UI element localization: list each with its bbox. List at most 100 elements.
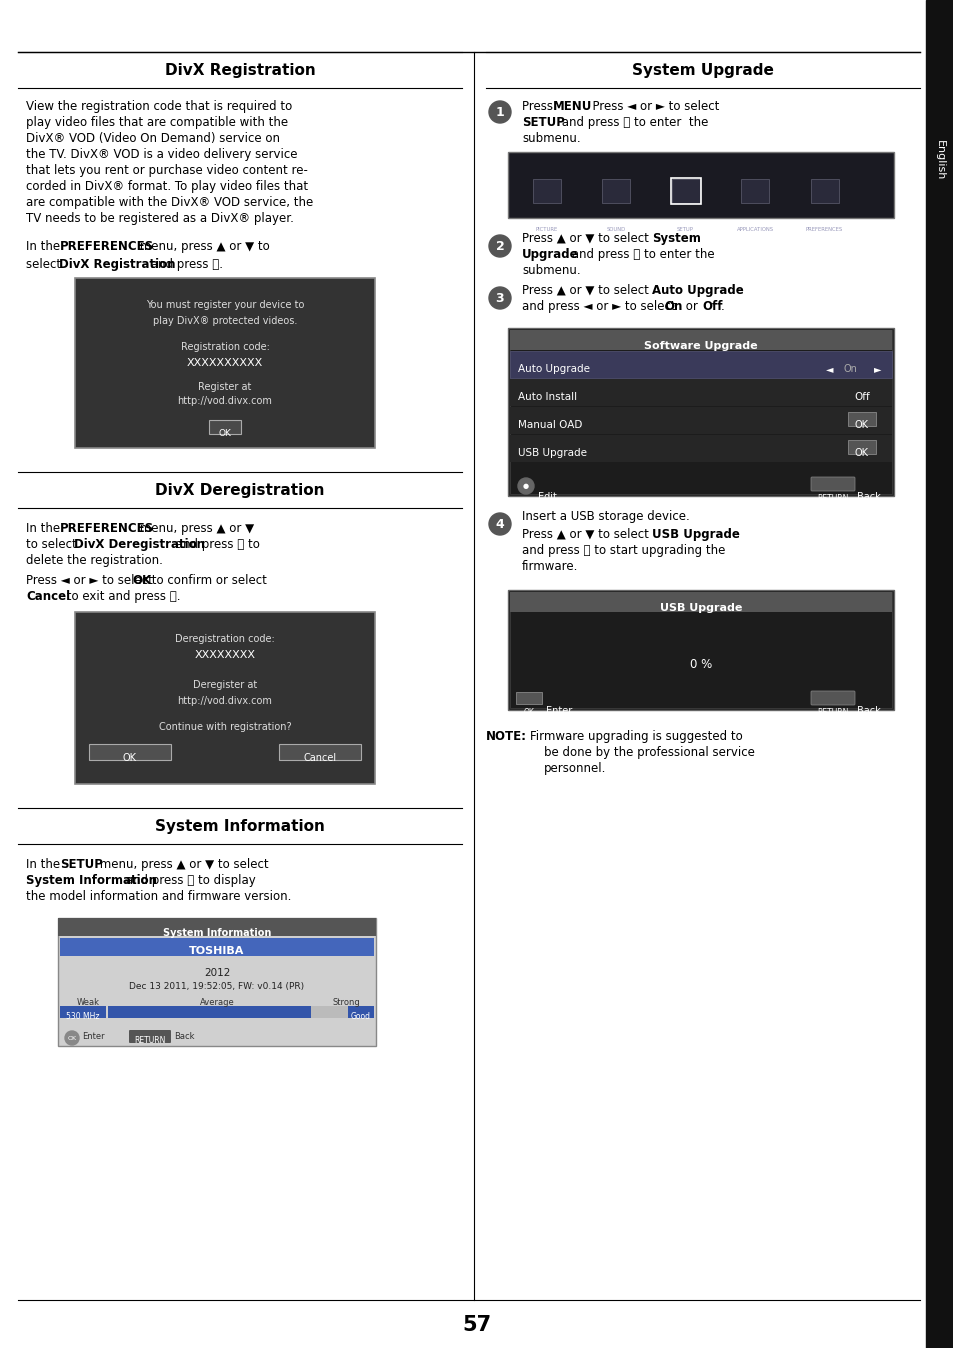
Text: Enter: Enter — [545, 706, 572, 716]
FancyBboxPatch shape — [810, 477, 854, 491]
Bar — [510, 435, 891, 462]
Text: System: System — [651, 232, 700, 245]
Text: XXXXXXXX: XXXXXXXX — [194, 650, 255, 661]
Text: Off: Off — [701, 301, 721, 313]
Text: Off: Off — [853, 392, 869, 402]
Text: .: . — [720, 301, 724, 313]
Text: 3: 3 — [496, 291, 504, 305]
Text: PREFERENCES: PREFERENCES — [60, 522, 154, 535]
Text: 2: 2 — [496, 240, 504, 252]
Text: Average: Average — [199, 998, 234, 1007]
Text: OK: OK — [854, 421, 868, 430]
Bar — [740, 179, 768, 204]
Text: RETURN: RETURN — [134, 1037, 166, 1045]
Text: Enter: Enter — [82, 1033, 105, 1041]
Text: corded in DivX® format. To play video files that: corded in DivX® format. To play video fi… — [26, 181, 308, 193]
Text: and press ⒪ to: and press ⒪ to — [172, 538, 259, 551]
Text: OK: OK — [132, 574, 151, 586]
Text: Auto Upgrade: Auto Upgrade — [517, 364, 589, 373]
Text: Deregister at: Deregister at — [193, 679, 257, 690]
Text: RETURN: RETURN — [817, 708, 848, 717]
Text: DivX Deregistration: DivX Deregistration — [155, 483, 324, 497]
Text: select: select — [26, 257, 65, 271]
Text: On: On — [843, 364, 857, 373]
Text: SETUP: SETUP — [677, 226, 693, 232]
Text: MENU: MENU — [553, 100, 592, 113]
Text: Cancel: Cancel — [26, 590, 71, 603]
Text: In the: In the — [26, 240, 64, 253]
Bar — [507, 152, 893, 218]
Text: PICTURE: PICTURE — [535, 226, 558, 232]
Bar — [670, 178, 700, 204]
Text: that lets you rent or purchase video content re-: that lets you rent or purchase video con… — [26, 164, 308, 177]
Text: Deregistration code:: Deregistration code: — [175, 634, 274, 644]
FancyBboxPatch shape — [810, 692, 854, 705]
Text: Good: Good — [351, 1012, 371, 1020]
Text: Back: Back — [856, 706, 880, 716]
Text: DivX Registration: DivX Registration — [165, 62, 315, 77]
Text: Software Upgrade: Software Upgrade — [643, 341, 757, 350]
Text: OK: OK — [123, 754, 137, 763]
Text: Back: Back — [856, 492, 880, 501]
Text: Firmware upgrading is suggested to: Firmware upgrading is suggested to — [530, 731, 742, 743]
Bar — [601, 179, 629, 204]
Circle shape — [489, 287, 511, 309]
Bar — [510, 350, 891, 377]
Text: the model information and firmware version.: the model information and firmware versi… — [26, 890, 291, 903]
Bar — [89, 744, 171, 760]
Bar — [847, 412, 875, 426]
Text: Edit: Edit — [537, 492, 557, 501]
Text: Press ◄ or ► to select: Press ◄ or ► to select — [26, 574, 156, 586]
Text: System Information: System Information — [26, 874, 157, 887]
Text: 0 %: 0 % — [689, 658, 711, 671]
Text: and press ⒪ to display: and press ⒪ to display — [122, 874, 255, 887]
Text: SOUND: SOUND — [606, 226, 625, 232]
Text: menu, press ▲ or ▼ to: menu, press ▲ or ▼ to — [136, 240, 270, 253]
Text: 1: 1 — [496, 105, 504, 119]
Bar — [925, 0, 953, 1348]
FancyBboxPatch shape — [129, 1030, 171, 1043]
Text: firmware.: firmware. — [521, 559, 578, 573]
Text: You must register your device to: You must register your device to — [146, 301, 304, 310]
Text: PREFERENCES: PREFERENCES — [805, 226, 842, 232]
Text: Auto Upgrade: Auto Upgrade — [651, 284, 743, 297]
Circle shape — [489, 101, 511, 123]
Text: SETUP: SETUP — [521, 116, 564, 129]
Bar — [75, 612, 375, 785]
Text: ►: ► — [873, 364, 881, 373]
Text: DivX Deregistration: DivX Deregistration — [74, 538, 205, 551]
Text: Press ▲ or ▼ to select: Press ▲ or ▼ to select — [521, 528, 652, 541]
Text: Press ▲ or ▼ to select: Press ▲ or ▼ to select — [521, 284, 652, 297]
Bar — [60, 1006, 106, 1018]
Text: USB Upgrade: USB Upgrade — [517, 448, 586, 458]
Text: System Upgrade: System Upgrade — [632, 62, 773, 77]
Text: or: or — [681, 301, 700, 313]
Text: to select: to select — [26, 538, 80, 551]
Text: Press: Press — [521, 100, 557, 113]
Text: to confirm or select: to confirm or select — [148, 574, 267, 586]
Bar — [810, 179, 838, 204]
Text: the TV. DivX® VOD is a video delivery service: the TV. DivX® VOD is a video delivery se… — [26, 148, 297, 160]
Text: Dec 13 2011, 19:52:05, FW: v0.14 (PR): Dec 13 2011, 19:52:05, FW: v0.14 (PR) — [130, 981, 304, 991]
Text: submenu.: submenu. — [521, 264, 580, 276]
Text: 4: 4 — [496, 518, 504, 531]
Text: USB Upgrade: USB Upgrade — [651, 528, 740, 541]
Bar — [58, 918, 375, 1046]
Text: Cancel: Cancel — [303, 754, 336, 763]
Text: In the: In the — [26, 522, 64, 535]
Text: USB Upgrade: USB Upgrade — [659, 603, 741, 613]
Bar — [510, 379, 891, 406]
Text: and press ⒪.: and press ⒪. — [147, 257, 223, 271]
Text: System Information: System Information — [155, 818, 325, 833]
Bar — [847, 439, 875, 454]
Text: and press ◄ or ► to select: and press ◄ or ► to select — [521, 301, 679, 313]
Text: are compatible with the DivX® VOD service, the: are compatible with the DivX® VOD servic… — [26, 195, 313, 209]
Text: APPLICATIONS: APPLICATIONS — [736, 226, 773, 232]
Bar — [516, 692, 541, 704]
Bar — [507, 590, 893, 710]
Bar — [510, 330, 891, 350]
Text: OK: OK — [854, 448, 868, 458]
Bar — [510, 592, 891, 708]
Bar — [507, 328, 893, 496]
Text: OK: OK — [68, 1035, 76, 1041]
